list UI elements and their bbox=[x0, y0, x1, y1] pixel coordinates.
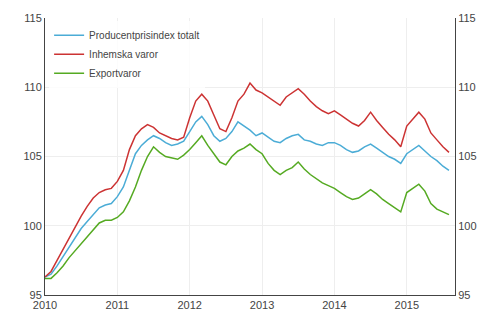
svg-text:Inhemska varor: Inhemska varor bbox=[89, 49, 159, 60]
svg-text:110: 110 bbox=[24, 81, 42, 93]
svg-text:2012: 2012 bbox=[177, 299, 201, 311]
svg-text:2013: 2013 bbox=[250, 299, 274, 311]
svg-text:115: 115 bbox=[458, 12, 476, 24]
svg-text:110: 110 bbox=[458, 81, 476, 93]
svg-text:2014: 2014 bbox=[322, 299, 346, 311]
svg-text:100: 100 bbox=[458, 220, 476, 232]
svg-text:Exportvaror: Exportvaror bbox=[89, 68, 141, 79]
svg-text:115: 115 bbox=[24, 12, 42, 24]
svg-text:Producentprisindex totalt: Producentprisindex totalt bbox=[89, 30, 199, 41]
svg-text:2011: 2011 bbox=[106, 299, 130, 311]
svg-text:105: 105 bbox=[458, 150, 476, 162]
svg-text:95: 95 bbox=[458, 289, 470, 301]
svg-text:100: 100 bbox=[23, 220, 41, 232]
svg-text:2010: 2010 bbox=[33, 299, 57, 311]
svg-text:105: 105 bbox=[23, 150, 41, 162]
svg-text:2015: 2015 bbox=[395, 299, 419, 311]
svg-text:95: 95 bbox=[30, 289, 42, 301]
